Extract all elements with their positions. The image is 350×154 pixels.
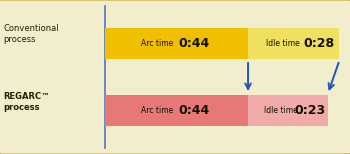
Text: 0:44: 0:44 [178, 37, 209, 50]
Bar [248, 28, 340, 59]
Text: REGARC™
process: REGARC™ process [4, 92, 50, 112]
Bar [105, 28, 248, 59]
Bar [248, 95, 328, 126]
Text: Conventional
process: Conventional process [4, 24, 59, 44]
Text: 0:28: 0:28 [304, 37, 335, 50]
Text: Idle time: Idle time [264, 106, 298, 115]
Text: 0:44: 0:44 [178, 104, 209, 117]
Bar [105, 95, 248, 126]
Text: 0:23: 0:23 [295, 104, 326, 117]
Text: Arc time: Arc time [141, 106, 173, 115]
Text: Idle time: Idle time [266, 39, 300, 48]
Text: Arc time: Arc time [141, 39, 173, 48]
